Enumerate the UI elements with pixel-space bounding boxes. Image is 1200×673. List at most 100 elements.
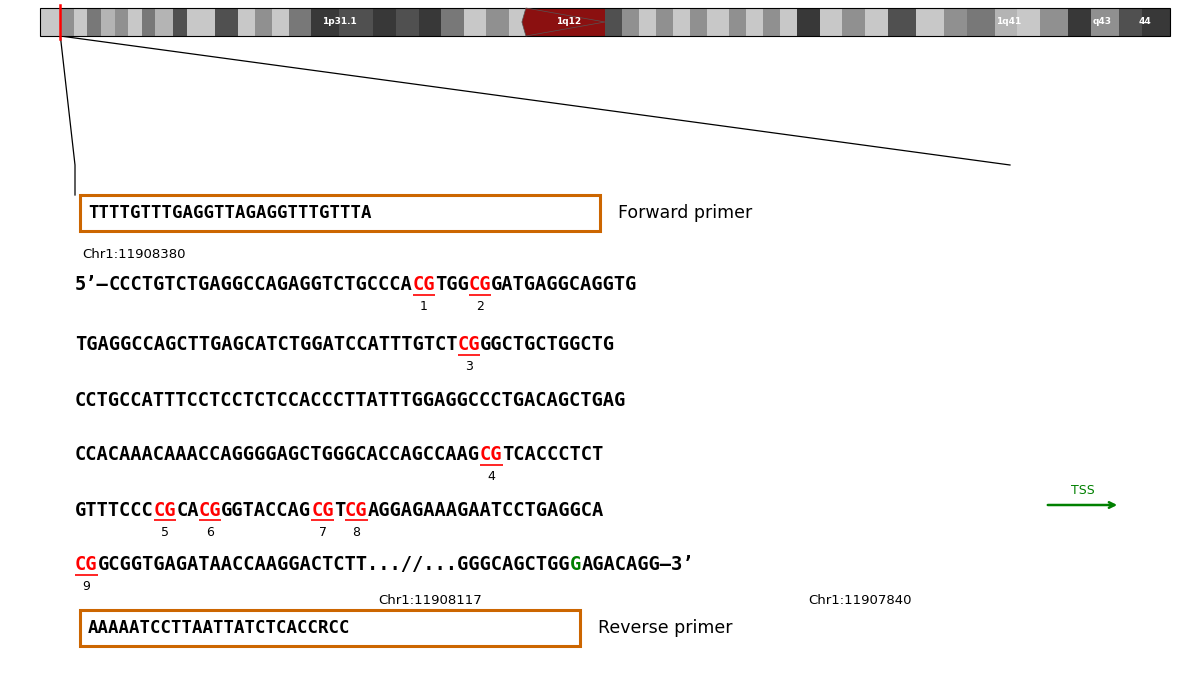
Text: CG: CG [199,501,221,520]
Bar [780,8,797,36]
Bar [60,8,74,36]
Bar [155,8,173,36]
Text: AAAAATCCTTAATTATCTCACCRCC: AAAAATCCTTAATTATCTCACCRCC [88,619,350,637]
Text: Chr1:11907840: Chr1:11907840 [809,594,912,606]
Text: AGGAGAAAGAATCCTGAGGCA: AGGAGAAAGAATCCTGAGGCA [367,501,604,520]
Bar [373,8,396,36]
Bar [605,8,622,36]
Bar [673,8,690,36]
Bar [1018,8,1040,36]
Bar [967,8,995,36]
Text: CCACAAACAAACCAGGGGAGCTGGGCACCAGCCAAG: CCACAAACAAACCAGGGGAGCTGGGCACCAGCCAAG [74,446,480,464]
Text: 5: 5 [161,526,169,538]
Text: Reverse primer: Reverse primer [598,619,732,637]
Text: TCACCCTCT: TCACCCTCT [503,446,604,464]
Bar [1120,8,1141,36]
Text: 2: 2 [476,301,484,314]
Text: 1q41: 1q41 [996,17,1021,26]
Text: CG: CG [346,501,367,520]
Text: TGG: TGG [436,275,469,295]
Bar [142,8,155,36]
Text: CG: CG [413,275,436,295]
Bar [916,8,944,36]
Bar [114,8,128,36]
Text: GATGAGGCAGGTG: GATGAGGCAGGTG [491,275,637,295]
Bar [865,8,888,36]
Text: CCTGCCATTTCCTCCTCTCCACCCTTATTTGGAGGCCCTGACAGCTGAG: CCTGCCATTTCCTCCTCTCCACCCTTATTTGGAGGCCCTG… [74,390,626,409]
Bar [1141,8,1170,36]
Text: GGCTGCTGGCTG: GGCTGCTGGCTG [480,336,616,355]
Text: G: G [570,555,581,575]
Text: CG: CG [74,555,97,575]
Text: TGAGGCCAGCTTGAGCATCTGGATCCATTTGTCT: TGAGGCCAGCTTGAGCATCTGGATCCATTTGTCT [74,336,457,355]
Bar [656,8,673,36]
Bar [526,8,605,36]
Text: GGTACCAG: GGTACCAG [221,501,311,520]
Text: 3: 3 [464,361,473,374]
Text: CG: CG [154,501,176,520]
Text: 4: 4 [487,470,496,483]
Text: CG: CG [311,501,334,520]
Bar [763,8,780,36]
Bar [944,8,967,36]
Bar [1040,8,1068,36]
Text: CA: CA [176,501,199,520]
Bar [289,8,311,36]
Bar [486,8,509,36]
Bar [80,195,600,231]
Bar [80,610,580,646]
Bar [74,8,88,36]
Bar [187,8,215,36]
Bar [101,8,114,36]
Bar [442,8,463,36]
Bar [746,8,763,36]
Bar [215,8,238,36]
Text: GCGGTGAGATAACCAAGGACTCTT...//...GGGCAGCTGG: GCGGTGAGATAACCAAGGACTCTT...//...GGGCAGCT… [97,555,570,575]
Text: 1: 1 [420,301,427,314]
Bar [622,8,638,36]
Bar [271,8,288,36]
Text: 1p31.1: 1p31.1 [322,17,356,26]
Text: CCCTGTCTGAGGCCAGAGGTCTGCCCA: CCCTGTCTGAGGCCAGAGGTCTGCCCA [109,275,413,295]
Text: CG: CG [480,446,503,464]
Bar [340,8,373,36]
Bar [509,8,526,36]
Bar [396,8,419,36]
Polygon shape [522,8,605,36]
Bar [40,8,60,36]
Bar [797,8,820,36]
Text: 5’—: 5’— [74,275,109,295]
Text: 1q12: 1q12 [557,17,582,26]
Text: TSS: TSS [1070,485,1094,497]
Text: TTTTGTTTGAGGTTAGAGGTTTGTTTA: TTTTGTTTGAGGTTAGAGGTTTGTTTA [88,204,372,222]
Bar [1068,8,1091,36]
Text: 6: 6 [206,526,214,538]
Bar [638,8,656,36]
Bar [40,8,1170,36]
Text: 44: 44 [1139,17,1152,26]
Bar [40,8,1170,36]
Bar [690,8,707,36]
Bar [88,8,101,36]
Text: Chr1:11908117: Chr1:11908117 [378,594,482,606]
Text: 8: 8 [353,526,360,538]
Bar [254,8,271,36]
Bar [820,8,842,36]
Text: Chr1:11908380: Chr1:11908380 [82,248,186,262]
Text: 9: 9 [83,581,90,594]
Text: GTTTCCC: GTTTCCC [74,501,154,520]
Bar [173,8,187,36]
Bar [995,8,1018,36]
Text: q43: q43 [1093,17,1111,26]
Bar [419,8,442,36]
Bar [128,8,142,36]
Text: AGACAGG—3’: AGACAGG—3’ [581,555,694,575]
Bar [1091,8,1120,36]
Bar [730,8,746,36]
Text: T: T [334,501,346,520]
Bar [707,8,730,36]
Text: 7: 7 [318,526,326,538]
Text: CG: CG [469,275,491,295]
Bar [311,8,340,36]
Text: Forward primer: Forward primer [618,204,752,222]
